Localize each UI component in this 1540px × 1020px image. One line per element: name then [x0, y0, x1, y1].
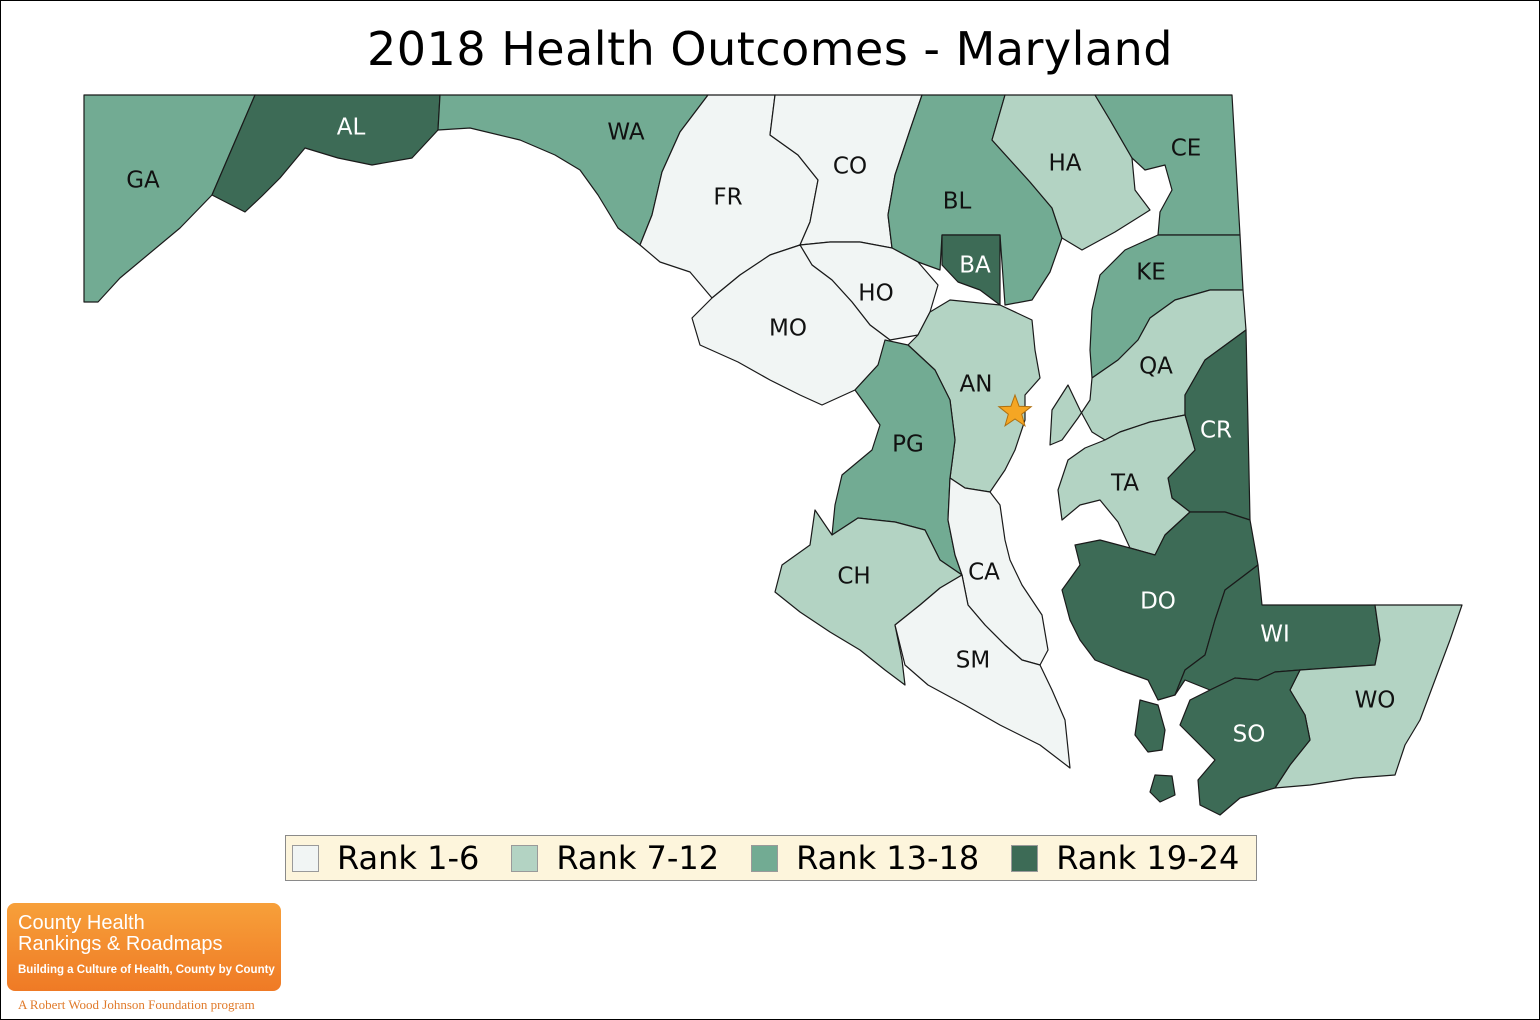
county-label-CH: CH [837, 564, 870, 590]
county-label-AL: AL [337, 115, 366, 141]
legend-item-rank-1-6: Rank 1-6 [292, 839, 479, 877]
logo-title-line1: County Health [18, 912, 145, 934]
county-label-CE: CE [1171, 136, 1202, 162]
logo-tagline: Building a Culture of Health, County by … [18, 964, 275, 976]
county-label-SO: SO [1233, 722, 1266, 748]
county-label-TA: TA [1110, 471, 1139, 497]
county-CE[interactable] [1094, 94, 1241, 236]
smith-island-shape [1134, 699, 1166, 753]
county-label-HO: HO [858, 281, 893, 307]
capital-star-icon [997, 393, 1033, 427]
county-SM[interactable] [894, 574, 1071, 769]
legend-label: Rank 7-12 [556, 839, 720, 877]
legend-label: Rank 1-6 [337, 839, 480, 877]
county-label-BA: BA [959, 253, 991, 279]
county-label-MO: MO [769, 316, 807, 342]
county-label-QA: QA [1139, 354, 1173, 380]
legend-swatch-rank-19-24 [1011, 844, 1039, 872]
county-label-SM: SM [956, 648, 990, 674]
legend-swatch-rank-13-18 [751, 844, 779, 872]
logo-title-line2: Rankings & Roadmaps [18, 933, 223, 955]
legend-item-rank-7-12: Rank 7-12 [511, 839, 719, 877]
legend-label: Rank 19-24 [1056, 839, 1240, 877]
south-island-shape [1149, 774, 1176, 803]
legend-item-rank-19-24: Rank 19-24 [1011, 839, 1239, 877]
legend: Rank 1-6 Rank 7-12 Rank 13-18 Rank 19-24 [285, 835, 1257, 881]
county-label-FR: FR [713, 185, 742, 211]
county-label-WA: WA [607, 120, 644, 146]
county-health-rankings-logo[interactable]: County Health Rankings & Roadmaps Buildi… [7, 903, 281, 991]
county-label-WO: WO [1355, 688, 1396, 714]
legend-swatch-rank-1-6 [292, 844, 319, 872]
county-label-DO: DO [1140, 589, 1176, 615]
county-label-KE: KE [1136, 260, 1166, 286]
foundation-credit: A Robert Wood Johnson Foundation program [18, 997, 255, 1012]
county-label-BL: BL [943, 189, 972, 215]
county-label-CR: CR [1200, 418, 1232, 444]
county-WO[interactable] [1274, 604, 1463, 789]
county-SO[interactable] [1179, 669, 1311, 816]
county-label-CO: CO [833, 154, 867, 180]
county-label-AN: AN [960, 372, 993, 398]
county-CA[interactable] [947, 477, 1049, 666]
legend-swatch-rank-7-12 [511, 844, 539, 872]
county-label-HA: HA [1048, 151, 1081, 177]
county-BA[interactable] [941, 234, 1001, 306]
county-label-GA: GA [126, 168, 160, 194]
legend-label: Rank 13-18 [796, 839, 980, 877]
county-label-WI: WI [1260, 622, 1290, 648]
map-title: 2018 Health Outcomes - Maryland [367, 22, 1173, 76]
county-label-PG: PG [892, 432, 924, 458]
county-label-CA: CA [968, 560, 1000, 586]
county-CH[interactable] [774, 509, 963, 686]
legend-item-rank-13-18: Rank 13-18 [751, 839, 979, 877]
